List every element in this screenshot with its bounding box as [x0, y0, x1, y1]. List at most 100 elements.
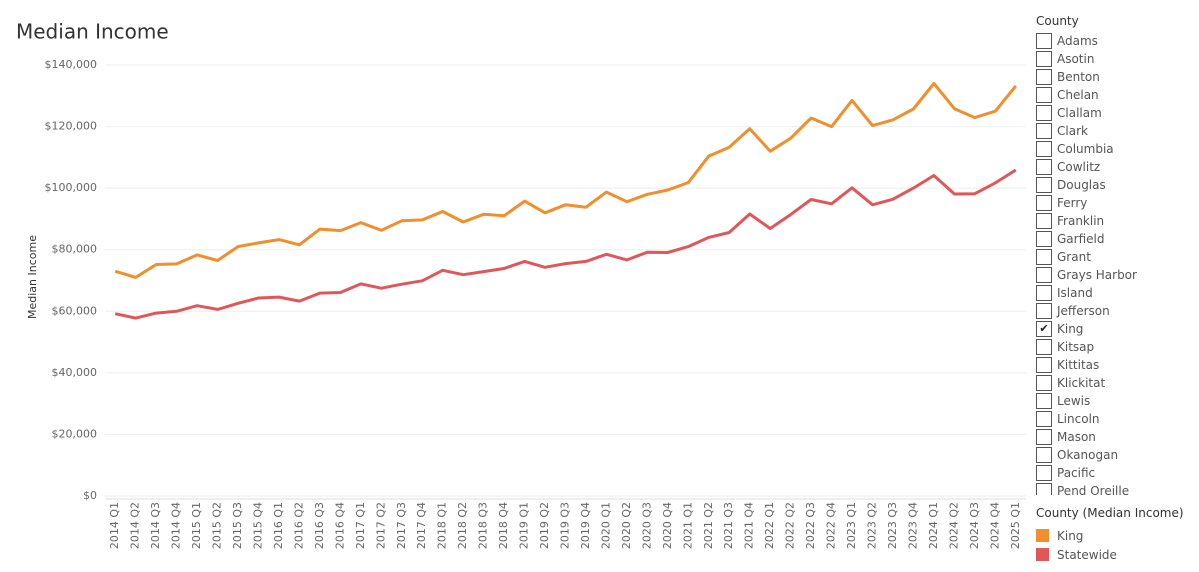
x-tick-label: 2019 Q2: [538, 502, 551, 549]
checkbox[interactable]: [1036, 123, 1052, 139]
checkbox[interactable]: [1036, 447, 1052, 463]
filter-option[interactable]: Grays Harbor: [1036, 266, 1196, 284]
checkbox[interactable]: [1036, 465, 1052, 481]
checkbox[interactable]: [1036, 339, 1052, 355]
option-label: Garfield: [1057, 232, 1105, 246]
x-tick-label: 2017 Q1: [354, 502, 367, 549]
legend-item: King: [1036, 526, 1184, 545]
filter-option[interactable]: Franklin: [1036, 212, 1196, 230]
y-tick-label: $40,000: [52, 366, 98, 379]
filter-option[interactable]: Grant: [1036, 248, 1196, 266]
filter-option[interactable]: Jefferson: [1036, 302, 1196, 320]
filter-option[interactable]: Douglas: [1036, 176, 1196, 194]
option-label: Cowlitz: [1057, 160, 1101, 174]
x-tick-label: 2019 Q4: [579, 502, 592, 549]
checkbox[interactable]: [1036, 33, 1052, 49]
legend-swatch: [1036, 548, 1049, 561]
option-label: Lincoln: [1057, 412, 1100, 426]
checkbox[interactable]: [1036, 141, 1052, 157]
checkbox[interactable]: [1036, 195, 1052, 211]
checkbox[interactable]: ✔: [1036, 321, 1052, 337]
checkbox[interactable]: [1036, 393, 1052, 409]
option-label: Pacific: [1057, 466, 1096, 480]
filter-option[interactable]: Pacific: [1036, 464, 1196, 482]
legend-title: County (Median Income): [1036, 506, 1184, 520]
filter-option[interactable]: Okanogan: [1036, 446, 1196, 464]
filter-option[interactable]: Lewis: [1036, 392, 1196, 410]
x-tick-label: 2015 Q3: [231, 502, 244, 549]
checkbox[interactable]: [1036, 375, 1052, 391]
filter-list: Adams Asotin Benton Chelan Clallam Clark Colum…: [1036, 32, 1196, 495]
filter-option[interactable]: Kitsap: [1036, 338, 1196, 356]
x-tick-label: 2025 Q1: [1009, 502, 1022, 549]
filter-option[interactable]: Kittitas: [1036, 356, 1196, 374]
filter-option[interactable]: Chelan: [1036, 86, 1196, 104]
checkbox[interactable]: [1036, 213, 1052, 229]
x-tick-label: 2018 Q4: [497, 502, 510, 549]
x-tick-label: 2018 Q3: [477, 502, 490, 549]
checkbox[interactable]: [1036, 105, 1052, 121]
checkbox[interactable]: [1036, 51, 1052, 67]
x-tick-label: 2016 Q4: [333, 502, 346, 549]
option-label: Pend Oreille: [1057, 484, 1130, 495]
x-tick-label: 2017 Q2: [374, 502, 387, 549]
filter-option[interactable]: Mason: [1036, 428, 1196, 446]
filter-option[interactable]: Pend Oreille: [1036, 482, 1196, 495]
x-tick-label: 2024 Q2: [947, 502, 960, 549]
x-tick-label: 2015 Q2: [211, 502, 224, 549]
filter-option[interactable]: Clark: [1036, 122, 1196, 140]
checkbox[interactable]: [1036, 177, 1052, 193]
filter-option[interactable]: Ferry: [1036, 194, 1196, 212]
y-tick-label: $80,000: [52, 243, 98, 256]
chart-title: Median Income: [16, 20, 169, 44]
checkbox[interactable]: [1036, 411, 1052, 427]
option-label: Jefferson: [1057, 304, 1110, 318]
filter-option[interactable]: Adams: [1036, 32, 1196, 50]
option-label: Island: [1057, 286, 1093, 300]
x-tick-label: 2021 Q3: [722, 502, 735, 549]
x-tick-label: 2021 Q2: [702, 502, 715, 549]
x-tick-label: 2020 Q3: [640, 502, 653, 549]
x-tick-label: 2023 Q3: [886, 502, 899, 549]
checkbox[interactable]: [1036, 267, 1052, 283]
filter-option[interactable]: Lincoln: [1036, 410, 1196, 428]
checkbox[interactable]: [1036, 87, 1052, 103]
x-tick-label: 2017 Q3: [395, 502, 408, 549]
y-tick-label: $60,000: [52, 304, 98, 317]
checkbox[interactable]: [1036, 69, 1052, 85]
x-tick-label: 2020 Q2: [620, 502, 633, 549]
legend-label: King: [1057, 528, 1084, 543]
y-tick-label: $100,000: [45, 181, 98, 194]
option-label: Klickitat: [1057, 376, 1106, 390]
x-tick-label: 2019 Q3: [559, 502, 572, 549]
checkbox[interactable]: [1036, 357, 1052, 373]
filter-option[interactable]: Cowlitz: [1036, 158, 1196, 176]
x-tick-label: 2016 Q1: [272, 502, 285, 549]
filter-option[interactable]: Columbia: [1036, 140, 1196, 158]
option-label: Kittitas: [1057, 358, 1100, 372]
option-label: Franklin: [1057, 214, 1105, 228]
option-label: Kitsap: [1057, 340, 1095, 354]
x-tick-label: 2015 Q4: [252, 502, 265, 549]
filter-option[interactable]: Klickitat: [1036, 374, 1196, 392]
filter-option[interactable]: Benton: [1036, 68, 1196, 86]
x-tick-label: 2023 Q4: [906, 502, 919, 549]
checkbox[interactable]: [1036, 159, 1052, 175]
option-label: Lewis: [1057, 394, 1091, 408]
filter-option[interactable]: Asotin: [1036, 50, 1196, 68]
filter-option[interactable]: Garfield: [1036, 230, 1196, 248]
filter-option[interactable]: Island: [1036, 284, 1196, 302]
checkbox[interactable]: [1036, 303, 1052, 319]
checkbox[interactable]: [1036, 483, 1052, 495]
x-tick-label: 2024 Q4: [988, 502, 1001, 549]
line-series: [114, 168, 1017, 320]
option-label: Asotin: [1057, 52, 1095, 66]
x-tick-label: 2020 Q4: [661, 502, 674, 549]
checkbox[interactable]: [1036, 231, 1052, 247]
checkbox[interactable]: [1036, 249, 1052, 265]
legend-item: Statewide: [1036, 545, 1184, 564]
checkbox[interactable]: [1036, 429, 1052, 445]
filter-option[interactable]: Clallam: [1036, 104, 1196, 122]
checkbox[interactable]: [1036, 285, 1052, 301]
filter-option[interactable]: ✔ King: [1036, 320, 1196, 338]
